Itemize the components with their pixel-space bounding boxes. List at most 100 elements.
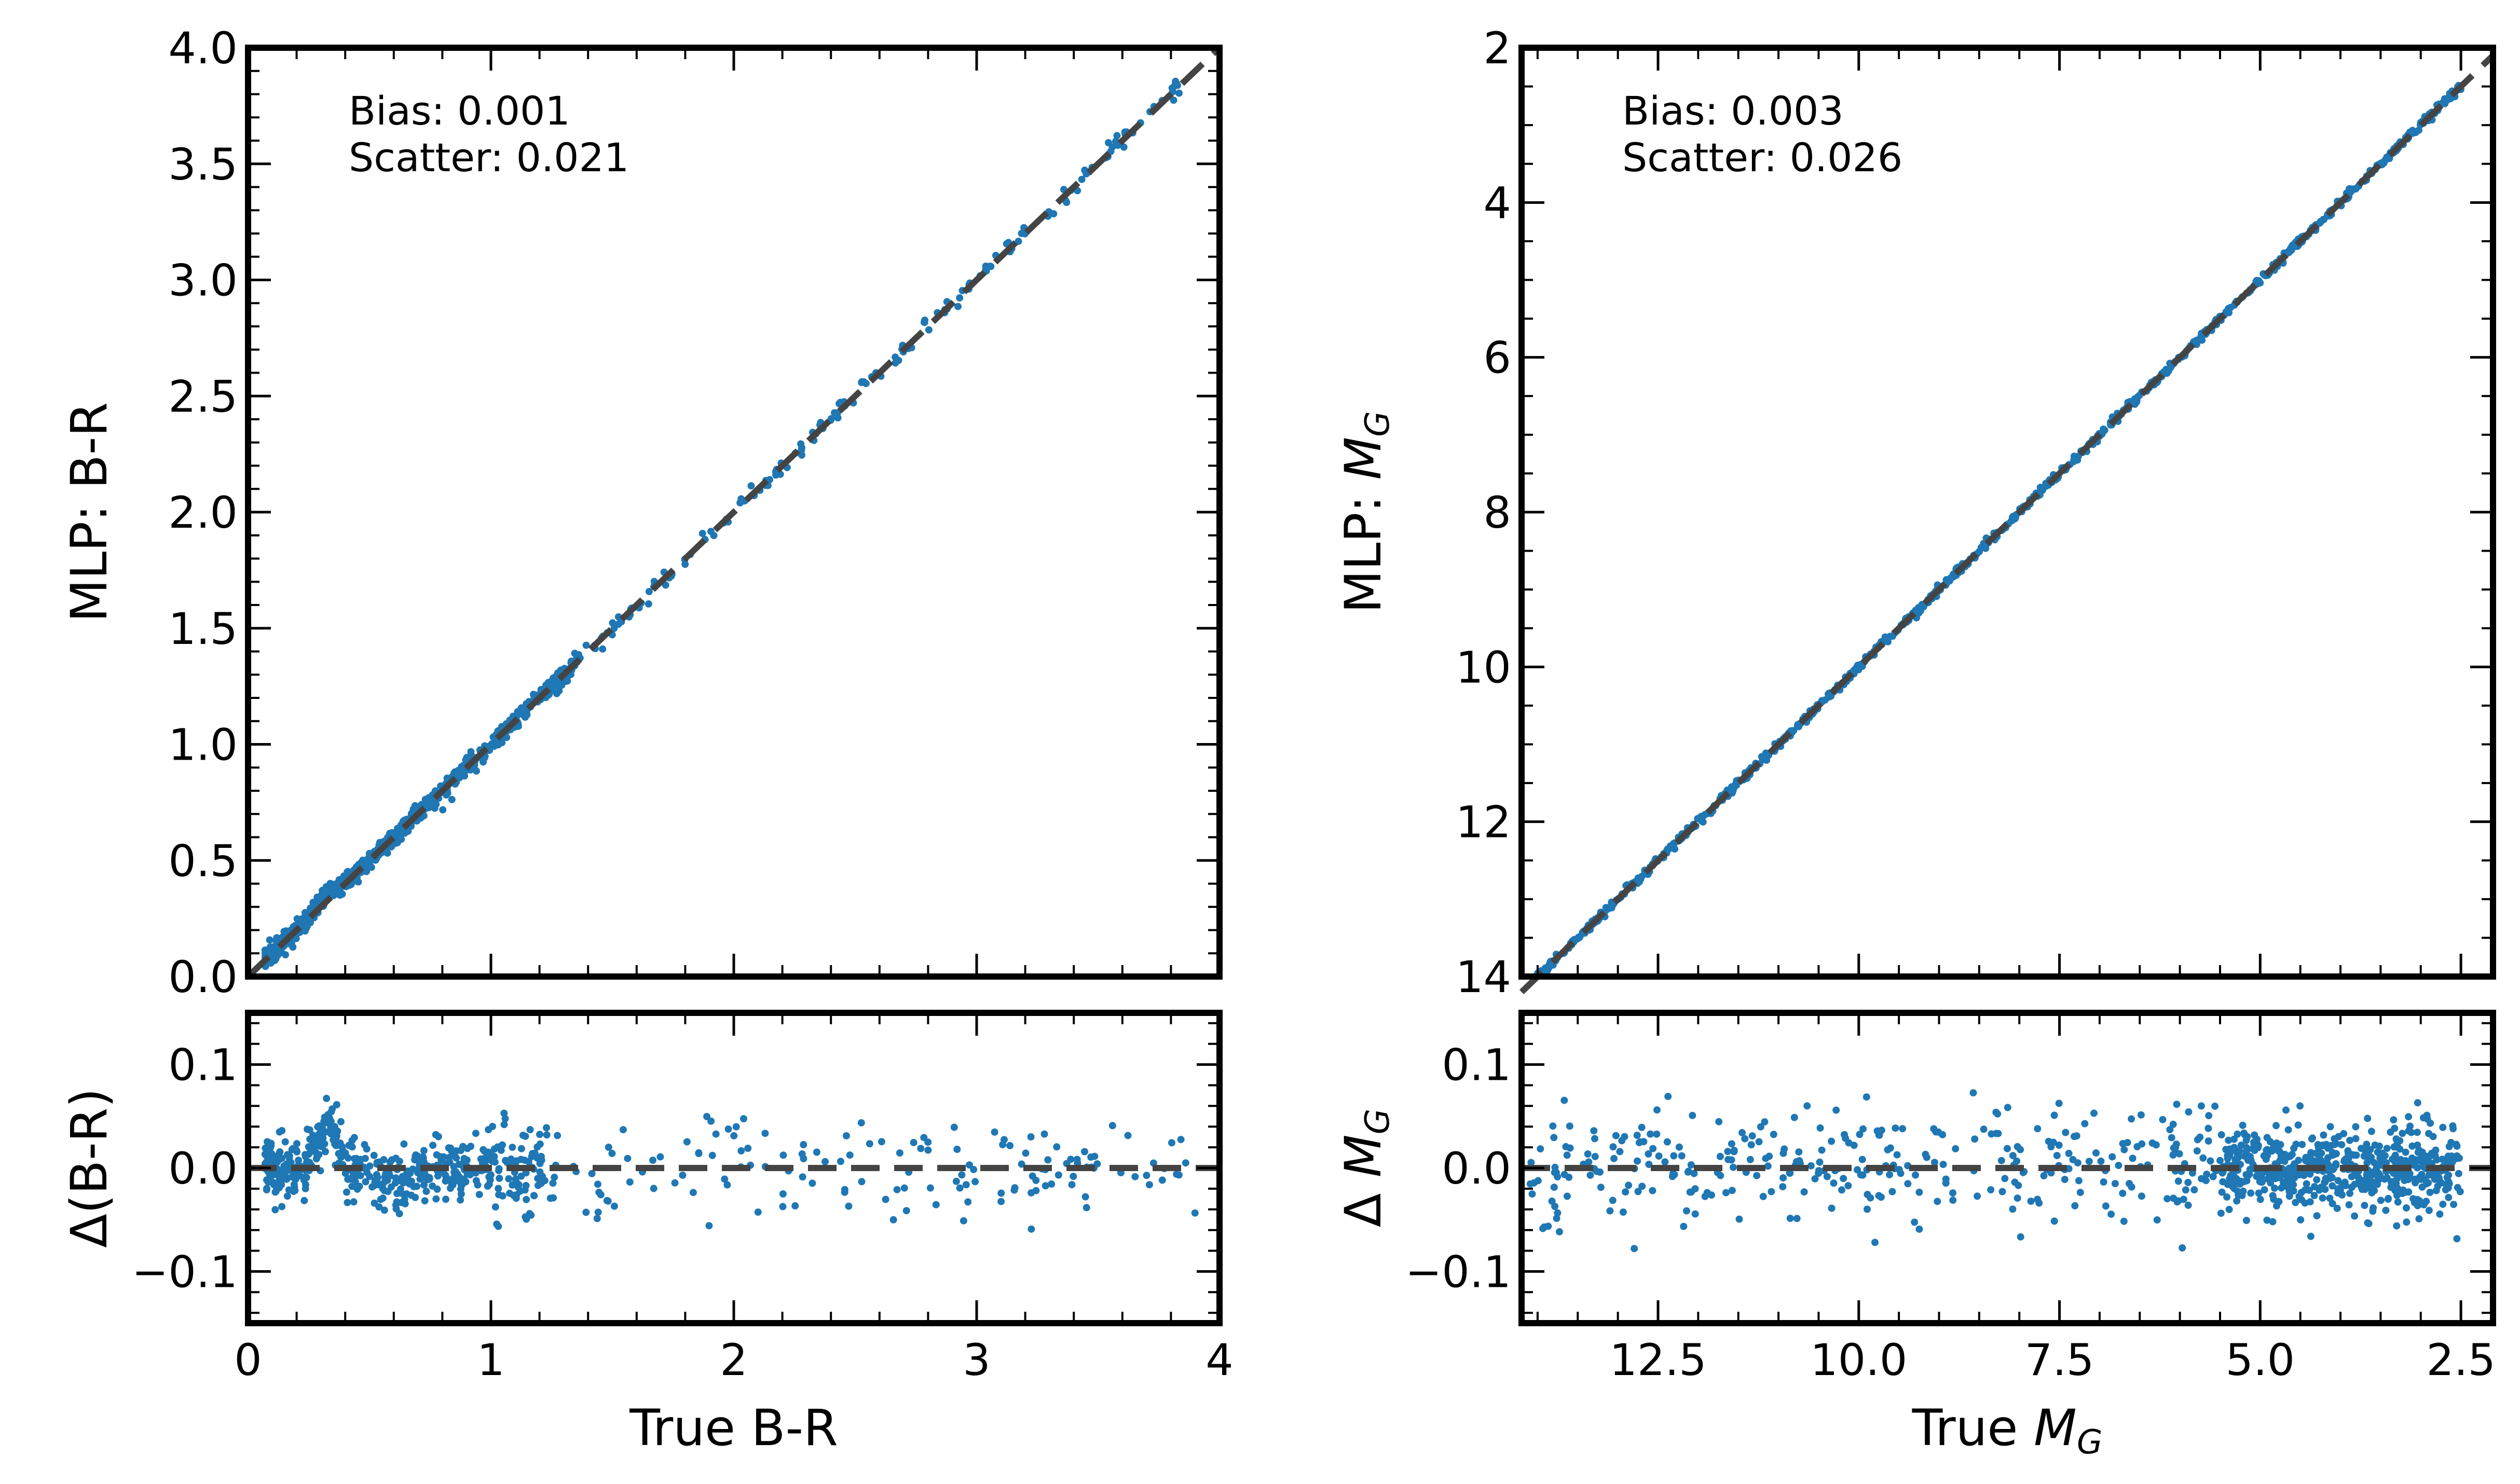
right-residual-point [2267,1179,2275,1187]
left-main-point [282,928,290,936]
right-residual-point [2453,1235,2461,1243]
right-residual-point [2159,1116,2167,1123]
right-residual-point [1800,1188,1808,1196]
right-main-point [2198,336,2206,344]
left-residual-point [275,1156,283,1164]
right-residual-point [2242,1217,2250,1224]
right-main-ytick-label-3: 8 [1484,487,1511,538]
left-residual-point [761,1130,769,1137]
right-residual-point [1759,1192,1767,1200]
right-residual-point [2366,1184,2374,1191]
left-residual-point [991,1128,998,1136]
left-residual-point [344,1199,351,1206]
right-residual-point [2261,1186,2268,1193]
right-residual-point [1537,1145,1544,1153]
left-main-point [515,722,522,730]
left-main-point [393,839,401,847]
right-residual-point [2264,1152,2271,1160]
right-residual-point [2090,1109,2098,1117]
right-residual-point [2387,1178,2395,1186]
left-res-xtick-label-3: 3 [963,1335,990,1385]
left-residual-point [893,1186,901,1193]
right-residual-point [1899,1125,1907,1133]
right-residual-point [2392,1135,2400,1143]
right-residual-point [2120,1217,2128,1225]
left-main-ticks: 0.0 0.5 1.0 1.5 2.0 2.5 3.0 3.5 4.0 [168,23,1221,1002]
right-residual-point [2292,1199,2299,1206]
left-main-point [1050,210,1058,217]
left-residual-point [964,1198,972,1206]
right-residual-point [2319,1194,2326,1202]
right-residual-point [1886,1144,1894,1152]
right-residual-point [1779,1174,1787,1181]
left-res-xtick-label-4: 4 [1206,1335,1233,1385]
left-residual-point [1027,1133,1035,1141]
right-residual-point [1664,1093,1672,1101]
left-residual-point [371,1199,378,1207]
left-residual-point [619,1126,627,1134]
right-residual-point [2247,1189,2255,1197]
right-residual-point [2445,1171,2453,1179]
right-residual-point [2280,1155,2288,1162]
right-residual-xlabel: True MG [1912,1399,2103,1462]
right-main-frame [1518,45,2496,980]
right-residual-point [2320,1131,2327,1139]
right-residual-point [2065,1149,2073,1157]
right-residual-point [2341,1178,2349,1186]
left-residual-point [594,1208,602,1216]
right-residual-point [2238,1192,2246,1199]
right-main-point [1728,784,1736,792]
right-residual-point [2055,1142,2063,1149]
left-residual-point [331,1123,338,1131]
left-residual-point [386,1158,394,1166]
right-main-ytick-label-1: 4 [1484,177,1511,228]
right-residual-point [1753,1172,1761,1179]
left-residual-point [695,1150,703,1158]
right-residual-point [2409,1161,2417,1169]
right-residual-point [2204,1137,2212,1145]
right-residual-point [1830,1179,1838,1187]
left-residual-point [679,1171,687,1179]
right-residual-point [2334,1177,2342,1185]
right-residual-point [2409,1195,2417,1203]
left-residual-point [374,1181,382,1188]
left-residual-point [1108,1122,1116,1130]
right-residual-point [2040,1172,2048,1179]
right-residual-point [1634,1188,1642,1196]
right-residual-point [2370,1204,2377,1212]
left-main-point [1114,142,1121,149]
right-residual-point [1792,1158,1800,1165]
right-residual-point [2450,1201,2458,1208]
left-residual-point [539,1175,546,1183]
right-residual-point [1915,1188,1923,1196]
right-residual-point [2361,1202,2368,1210]
left-residual-point [447,1144,455,1152]
right-residual-point [2396,1145,2404,1153]
left-residual-point [457,1196,464,1204]
right-residual-point [1987,1186,1995,1193]
right-residual-point [1597,1184,1605,1191]
right-residual-point [2419,1163,2427,1171]
right-residual-point [1988,1130,1995,1138]
right-residual-point [1730,1163,1737,1171]
left-residual-point [1048,1180,1056,1188]
left-residual-point [493,1220,501,1228]
right-residual-point [1606,1207,1614,1215]
right-residual-point [2303,1180,2310,1188]
right-residual-point [2211,1102,2219,1110]
right-residual-point [2137,1111,2145,1119]
right-residual-point [2439,1200,2447,1208]
right-main-point [2316,219,2323,227]
left-residual-point [689,1189,697,1197]
right-residual-point [1687,1161,1695,1169]
right-residual-point [2363,1171,2371,1179]
left-residual-point [285,1155,293,1162]
right-residual-point [2352,1135,2360,1143]
right-residual-point [1653,1106,1661,1114]
left-residual-point [481,1147,488,1155]
right-residual-point [1680,1222,1688,1230]
right-residual-point [1550,1184,1558,1191]
right-residual-point [1562,1143,1570,1150]
left-residual-point [997,1189,1005,1197]
left-residual-point [535,1181,542,1189]
